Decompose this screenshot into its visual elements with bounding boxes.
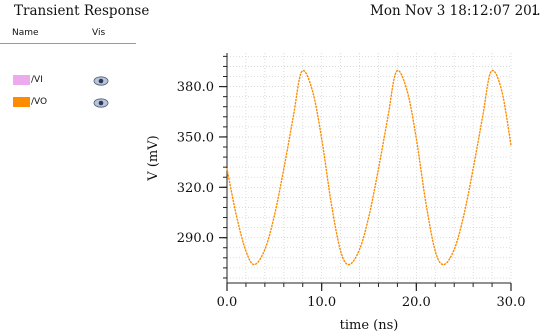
y-tick-label: 350.0 xyxy=(177,130,214,145)
eye-icon[interactable] xyxy=(93,97,109,109)
legend-signal-name: /VI xyxy=(31,75,43,85)
chart-grid xyxy=(226,53,512,283)
legend-signal-name: /VO xyxy=(31,97,48,107)
legend-swatch-vo xyxy=(13,97,30,107)
y-tick-label: 320.0 xyxy=(177,181,214,196)
y-tick-label: 380.0 xyxy=(177,80,214,95)
legend-header: Name Vis xyxy=(0,28,136,44)
legend-column-name: Name xyxy=(12,28,39,38)
x-tick-label: 20.0 xyxy=(402,295,431,310)
x-tick-label: 30.0 xyxy=(497,295,526,310)
timestamp-overflow: 1 xyxy=(531,3,540,19)
series-line-vo xyxy=(226,69,512,266)
y-axis-label: V (mV) xyxy=(146,135,161,181)
legend-column-vis: Vis xyxy=(92,28,106,38)
x-tick-label: 0.0 xyxy=(217,295,238,310)
x-tick-label: 10.0 xyxy=(307,295,336,310)
chart-labels: 0.0 10.0 20.0 30.0 290.0 320.0 350.0 380.0 time … xyxy=(146,80,525,332)
chart-axes xyxy=(219,53,512,291)
legend-item-vi[interactable]: /VI xyxy=(0,75,136,91)
legend-item-vo[interactable]: /VO xyxy=(0,97,136,113)
x-axis-label: time (ns) xyxy=(340,318,399,332)
timestamp: Mon Nov 3 18:12:07 20… xyxy=(370,3,541,19)
y-tick-label: 290.0 xyxy=(177,231,214,246)
eye-icon[interactable] xyxy=(93,75,109,87)
window-title: Transient Response xyxy=(14,3,150,19)
chart-series xyxy=(226,69,512,266)
legend-swatch-vi xyxy=(13,75,30,85)
